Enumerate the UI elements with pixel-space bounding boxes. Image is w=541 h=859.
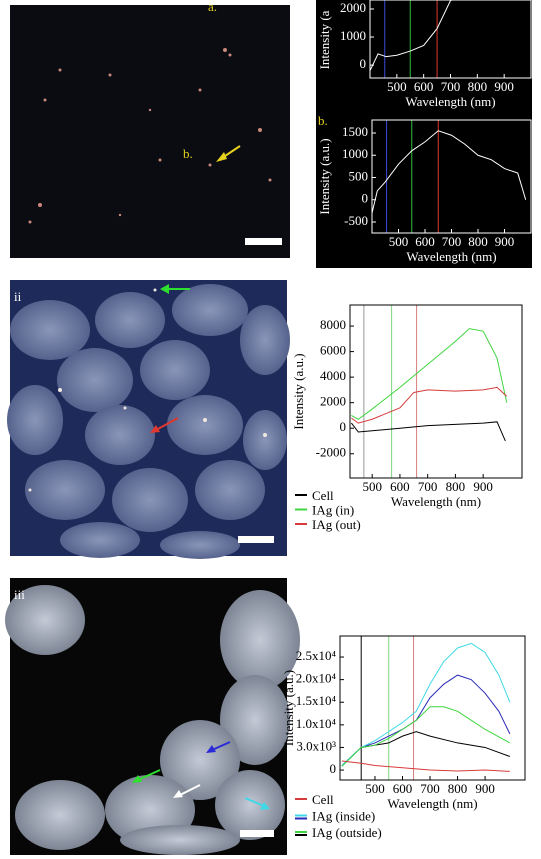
y-tick-label: 6000 xyxy=(320,343,346,358)
y-tick-label: 0 xyxy=(340,419,347,434)
x-tick-label: 500 xyxy=(362,479,382,494)
x-tick-label: 800 xyxy=(468,79,488,94)
y-tick-label: 1000 xyxy=(340,28,366,43)
x-tick-label: 800 xyxy=(448,781,468,796)
y-tick-label: -2000 xyxy=(316,445,346,460)
series-line xyxy=(341,674,511,766)
x-axis-label: Wavelength (nm) xyxy=(387,796,477,811)
series-line xyxy=(372,130,527,214)
label-a: a. xyxy=(208,0,217,14)
x-tick-label: 500 xyxy=(365,781,385,796)
series-line xyxy=(341,642,511,766)
image-iii: iii xyxy=(5,578,300,855)
y-axis-label: Intensity (a.u.) xyxy=(291,353,306,429)
y-tick-label: 1500 xyxy=(342,124,368,139)
plot-frame xyxy=(339,635,526,781)
plot xyxy=(372,120,527,233)
y-tick-label: 0 xyxy=(362,191,369,206)
y-tick-label: 1.5x10⁴ xyxy=(296,693,337,708)
legend-label: IAg (outside) xyxy=(312,825,382,840)
series-line xyxy=(341,706,511,767)
y-tick-label: 2000 xyxy=(320,394,346,409)
x-tick-label: 600 xyxy=(415,234,435,249)
series-line xyxy=(350,421,506,442)
annotation: b. xyxy=(318,113,328,128)
x-tick-label: 700 xyxy=(420,781,440,796)
x-tick-label: 700 xyxy=(442,234,462,249)
y-axis-label: Intensity (a.u.) xyxy=(281,670,296,746)
x-tick-label: 600 xyxy=(414,79,434,94)
x-tick-label: 900 xyxy=(494,79,514,94)
x-axis-label: Wavelength (nm) xyxy=(391,494,481,509)
y-tick-label: -500 xyxy=(344,213,368,228)
x-tick-label: 600 xyxy=(393,781,413,796)
label-iii: iii xyxy=(14,587,25,602)
y-tick-label: 0 xyxy=(360,56,367,71)
label-b: b. xyxy=(183,146,193,161)
legend-label: IAg (inside) xyxy=(312,808,375,823)
series-line xyxy=(341,760,510,772)
series-line xyxy=(370,0,454,71)
y-tick-label: 0 xyxy=(330,761,337,776)
legend-label: Cell xyxy=(312,488,334,503)
x-tick-label: 600 xyxy=(390,479,410,494)
legend-label: IAg (out) xyxy=(312,517,361,532)
plot xyxy=(350,305,508,478)
y-tick-label: 2.0x10⁴ xyxy=(296,671,337,686)
plot xyxy=(341,636,511,780)
x-axis-label: Wavelength (nm) xyxy=(405,94,495,109)
x-tick-label: 900 xyxy=(495,234,515,249)
y-tick-label: 500 xyxy=(349,168,369,183)
x-tick-label: 900 xyxy=(475,781,495,796)
x-tick-label: 700 xyxy=(418,479,438,494)
y-tick-label: 1000 xyxy=(342,146,368,161)
y-tick-label: 2000 xyxy=(340,0,366,15)
x-tick-label: 900 xyxy=(473,479,493,494)
series-line xyxy=(341,731,511,766)
x-tick-label: 800 xyxy=(468,234,488,249)
x-tick-label: 500 xyxy=(387,79,407,94)
y-tick-label: 1.0x10⁴ xyxy=(296,716,337,731)
x-tick-label: 700 xyxy=(441,79,461,94)
y-axis-label: Intensity (a.u.) xyxy=(317,138,332,214)
plot xyxy=(370,0,454,78)
y-tick-label: 2.5x10⁴ xyxy=(296,648,337,663)
y-tick-label: 8000 xyxy=(320,317,346,332)
x-tick-label: 500 xyxy=(389,234,409,249)
legend-label: IAg (in) xyxy=(312,502,354,517)
image-ii: ii xyxy=(7,280,290,559)
y-tick-label: 3.0x10³ xyxy=(296,738,336,753)
x-tick-label: 800 xyxy=(446,479,466,494)
series-line xyxy=(351,386,508,424)
image-i: a. b. xyxy=(10,0,290,258)
legend-label: Cell xyxy=(312,792,334,807)
y-axis-label: Intensity (a xyxy=(317,10,332,69)
plot-frame xyxy=(349,304,523,479)
series-line xyxy=(351,328,508,420)
y-tick-label: 4000 xyxy=(320,368,346,383)
label-ii: ii xyxy=(14,289,22,304)
x-axis-label: Wavelength (nm) xyxy=(406,249,496,264)
